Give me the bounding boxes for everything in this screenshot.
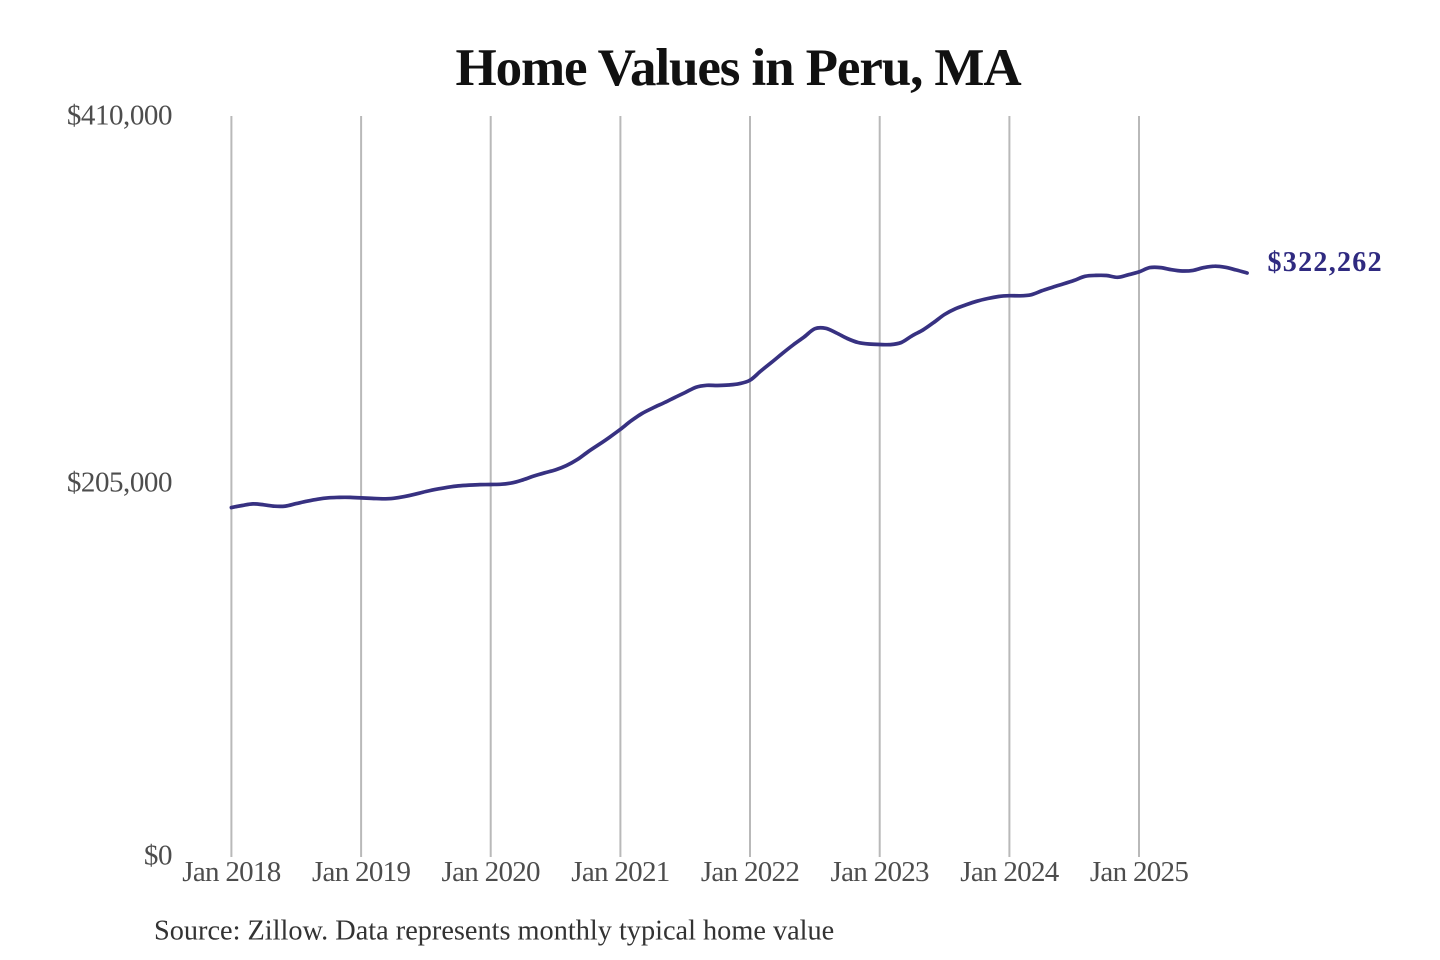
svg-text:Jan 2020: Jan 2020: [442, 856, 541, 888]
svg-text:$410,000: $410,000: [67, 100, 172, 132]
svg-text:Home Values in Peru, MA: Home Values in Peru, MA: [455, 39, 1021, 97]
svg-text:Source: Zillow. Data represent: Source: Zillow. Data represents monthly …: [154, 916, 834, 947]
svg-text:Jan 2021: Jan 2021: [571, 856, 669, 888]
svg-text:Jan 2022: Jan 2022: [701, 856, 799, 888]
svg-text:Jan 2025: Jan 2025: [1090, 856, 1189, 888]
svg-text:Jan 2018: Jan 2018: [182, 856, 281, 888]
svg-text:$205,000: $205,000: [67, 467, 172, 499]
svg-text:Jan 2023: Jan 2023: [831, 856, 930, 888]
svg-text:$322,262: $322,262: [1268, 247, 1383, 278]
svg-text:Jan 2024: Jan 2024: [960, 856, 1060, 888]
svg-text:$0: $0: [144, 840, 172, 872]
svg-text:Jan 2019: Jan 2019: [312, 856, 411, 888]
